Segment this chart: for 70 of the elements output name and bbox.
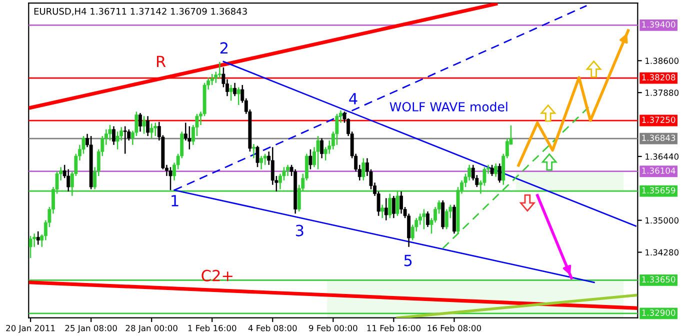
- candlestick: [256, 145, 260, 168]
- candlestick: [392, 195, 396, 219]
- x-tick-label: 11 Feb 16:00: [367, 324, 420, 332]
- candlestick: [320, 138, 324, 159]
- candlestick: [218, 61, 222, 80]
- candlestick: [229, 84, 233, 102]
- candlestick: [263, 153, 267, 166]
- annotation: 1: [172, 195, 178, 206]
- candlestick: [426, 210, 430, 228]
- chart-title: EURUSD,H4 1.36711 1.37142 1.36709 1.36843: [34, 8, 247, 16]
- y-tick-label: 1.38600: [646, 58, 679, 64]
- candlestick: [490, 164, 494, 177]
- candlestick: [422, 208, 426, 230]
- annotation: C2+: [202, 270, 232, 282]
- x-tick-label: 16 Feb 08:00: [428, 324, 481, 332]
- candlestick: [335, 113, 339, 146]
- ref-line-label: 1.32900: [642, 310, 676, 316]
- ref-line-label: 1.37250: [642, 116, 676, 123]
- annotation: 2: [220, 42, 228, 54]
- ref-line-label: 1.36104: [642, 167, 676, 174]
- candlestick: [384, 198, 388, 221]
- x-tick-label: 25 Jan 08:00: [65, 324, 117, 333]
- candlestick: [308, 148, 312, 170]
- candlestick: [112, 126, 116, 146]
- candlestick: [150, 123, 154, 139]
- x-tick-label: 1 Feb 16:00: [188, 324, 236, 332]
- candlestick: [188, 126, 192, 150]
- x-tick-label: 20 Jan 2011: [6, 324, 55, 333]
- candlestick: [28, 235, 32, 259]
- candlestick: [123, 126, 127, 154]
- candlestick: [444, 208, 448, 230]
- candlestick: [66, 168, 70, 192]
- y-tick-label: 1.37880: [646, 90, 679, 96]
- ref-line-label: 1.33650: [642, 276, 676, 283]
- x-tick-label: 9 Feb 00:00: [309, 324, 358, 332]
- y-tick-label: 1.34280: [646, 249, 679, 256]
- ref-line-label: 1.35659: [642, 187, 676, 194]
- candlestick: [233, 82, 237, 97]
- line-series: [517, 29, 630, 167]
- candlestick: [142, 115, 146, 134]
- annotation: 3: [296, 224, 304, 236]
- candlestick: [362, 158, 366, 182]
- x-tick-label: 28 Jan 00:00: [126, 324, 178, 333]
- ref-line-label: 1.36843: [642, 134, 676, 141]
- candlestick: [154, 122, 158, 137]
- ref-line-label: 1.38208: [642, 74, 676, 80]
- x-tick-label: 4 Feb 08:00: [248, 324, 297, 332]
- candlestick: [316, 135, 320, 170]
- candlestick: [252, 143, 256, 159]
- candlestick: [494, 162, 498, 178]
- candlestick: [116, 130, 120, 150]
- candlestick: [286, 164, 290, 177]
- candlestick: [108, 124, 112, 142]
- annotation: 5: [404, 254, 412, 266]
- annotation: 4: [349, 93, 358, 104]
- candlestick: [210, 73, 214, 86]
- candlestick: [146, 115, 150, 137]
- candlestick: [236, 86, 240, 106]
- y-tick-label: 1.35000: [646, 217, 679, 224]
- ref-line-label: 1.39400: [642, 21, 676, 28]
- candlestick: [260, 155, 264, 170]
- annotation: R: [156, 56, 166, 68]
- candlestick: [168, 166, 172, 191]
- y-tick-label: 1.36440: [646, 153, 679, 160]
- candlestick: [400, 190, 403, 214]
- candlestick: [36, 230, 40, 246]
- candlestick: [380, 204, 384, 219]
- annotation: WOLF WAVE model: [390, 102, 508, 112]
- candlestick: [138, 112, 142, 132]
- candlestick: [498, 162, 502, 184]
